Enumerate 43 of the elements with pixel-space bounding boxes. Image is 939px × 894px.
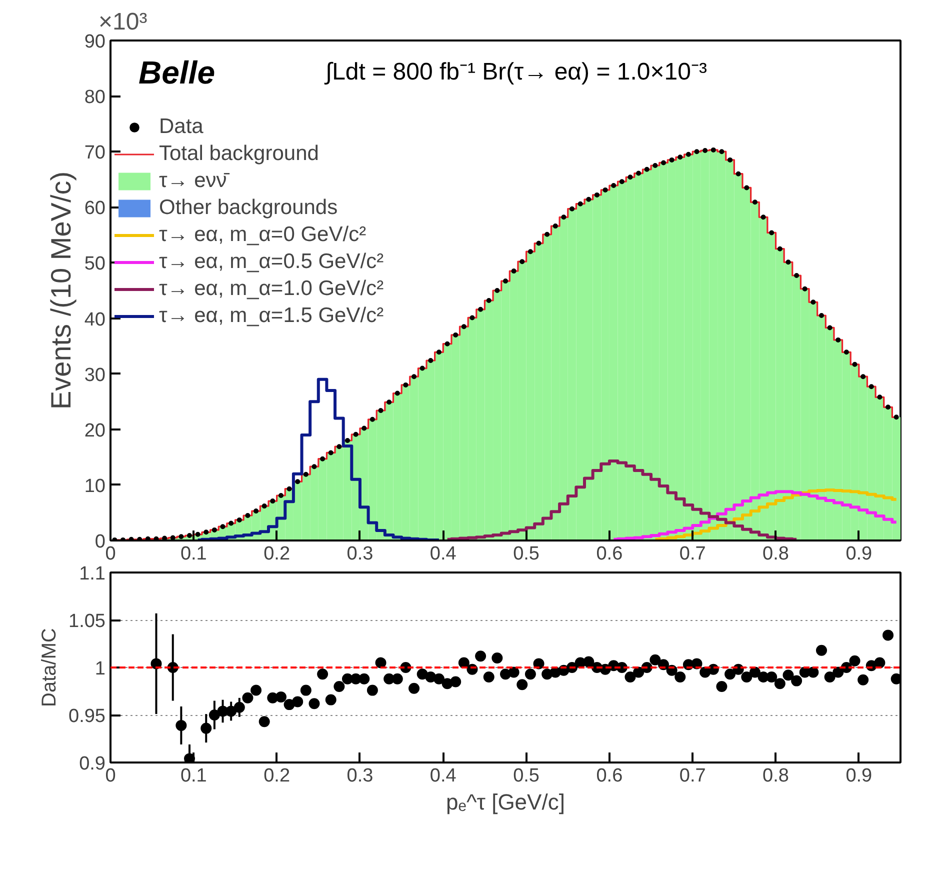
y-tick-label: 40: [84, 309, 106, 330]
legend-label: τ→ eα, m_α=1.0 GeV/c²: [159, 276, 384, 301]
x-tick-label: 0.6: [596, 766, 623, 786]
y-axis-title: Events /(10 MeV/c): [45, 171, 76, 410]
y-tick-label: 70: [84, 142, 106, 164]
legend-label: τ→ eα, m_α=0 GeV/c²: [159, 222, 366, 247]
y-tick-label: 10: [84, 476, 106, 497]
y-tick-label: 50: [84, 254, 106, 275]
x-tick-label: 0.5: [513, 544, 540, 564]
x-tick-label: 0.4: [430, 544, 457, 564]
y-tick-label: 1: [94, 658, 106, 680]
x-tick-label: 0.9: [846, 766, 872, 786]
y-tick-label: 1.05: [68, 611, 106, 632]
annotation: Belle: [138, 54, 215, 90]
y-tick-label: 60: [84, 198, 106, 220]
y-tick-label: 1.1: [79, 564, 106, 584]
annotation: ∫Ldt = 800 fb⁻¹ Br(τ→ eα) = 1.0×10⁻³: [324, 58, 707, 86]
x-tick-label: 0.3: [346, 544, 374, 564]
x-tick-label: 0.6: [596, 544, 623, 564]
legend-label: Total background: [159, 141, 319, 166]
x-tick-label: 0.2: [264, 544, 290, 564]
x-tick-label: 0.2: [264, 766, 290, 786]
x-tick-label: 0.1: [180, 544, 207, 564]
y-axis-title: Data/MC: [38, 628, 61, 707]
y-tick-label: 20: [84, 420, 106, 442]
x-tick-label: 0.3: [346, 766, 374, 786]
y-tick-label: 80: [84, 87, 106, 108]
y-tick-label: 0.95: [68, 706, 106, 727]
x-tick-label: 0.7: [679, 544, 706, 564]
x-tick-label: 0.5: [513, 766, 540, 786]
x-tick-label: 0.4: [430, 766, 457, 786]
x-tick-label: 0.7: [679, 766, 706, 786]
y-tick-label: 30: [84, 364, 106, 386]
legend-label: Data: [159, 114, 204, 139]
legend-label: Other backgrounds: [159, 195, 338, 220]
x-tick-label: 0.8: [762, 766, 789, 786]
legend-label: τ→ eα, m_α=0.5 GeV/c²: [159, 249, 384, 274]
x-tick-label: 0.8: [762, 544, 789, 564]
x-tick-label: 0.1: [180, 766, 207, 786]
x-axis-title: pₑ^τ [GeV/c]: [446, 790, 565, 814]
x-tick-label: 0.9: [846, 544, 872, 564]
legend-label: τ→ eνν̄: [159, 168, 227, 193]
legend-label: τ→ eα, m_α=1.5 GeV/c²: [159, 303, 384, 328]
